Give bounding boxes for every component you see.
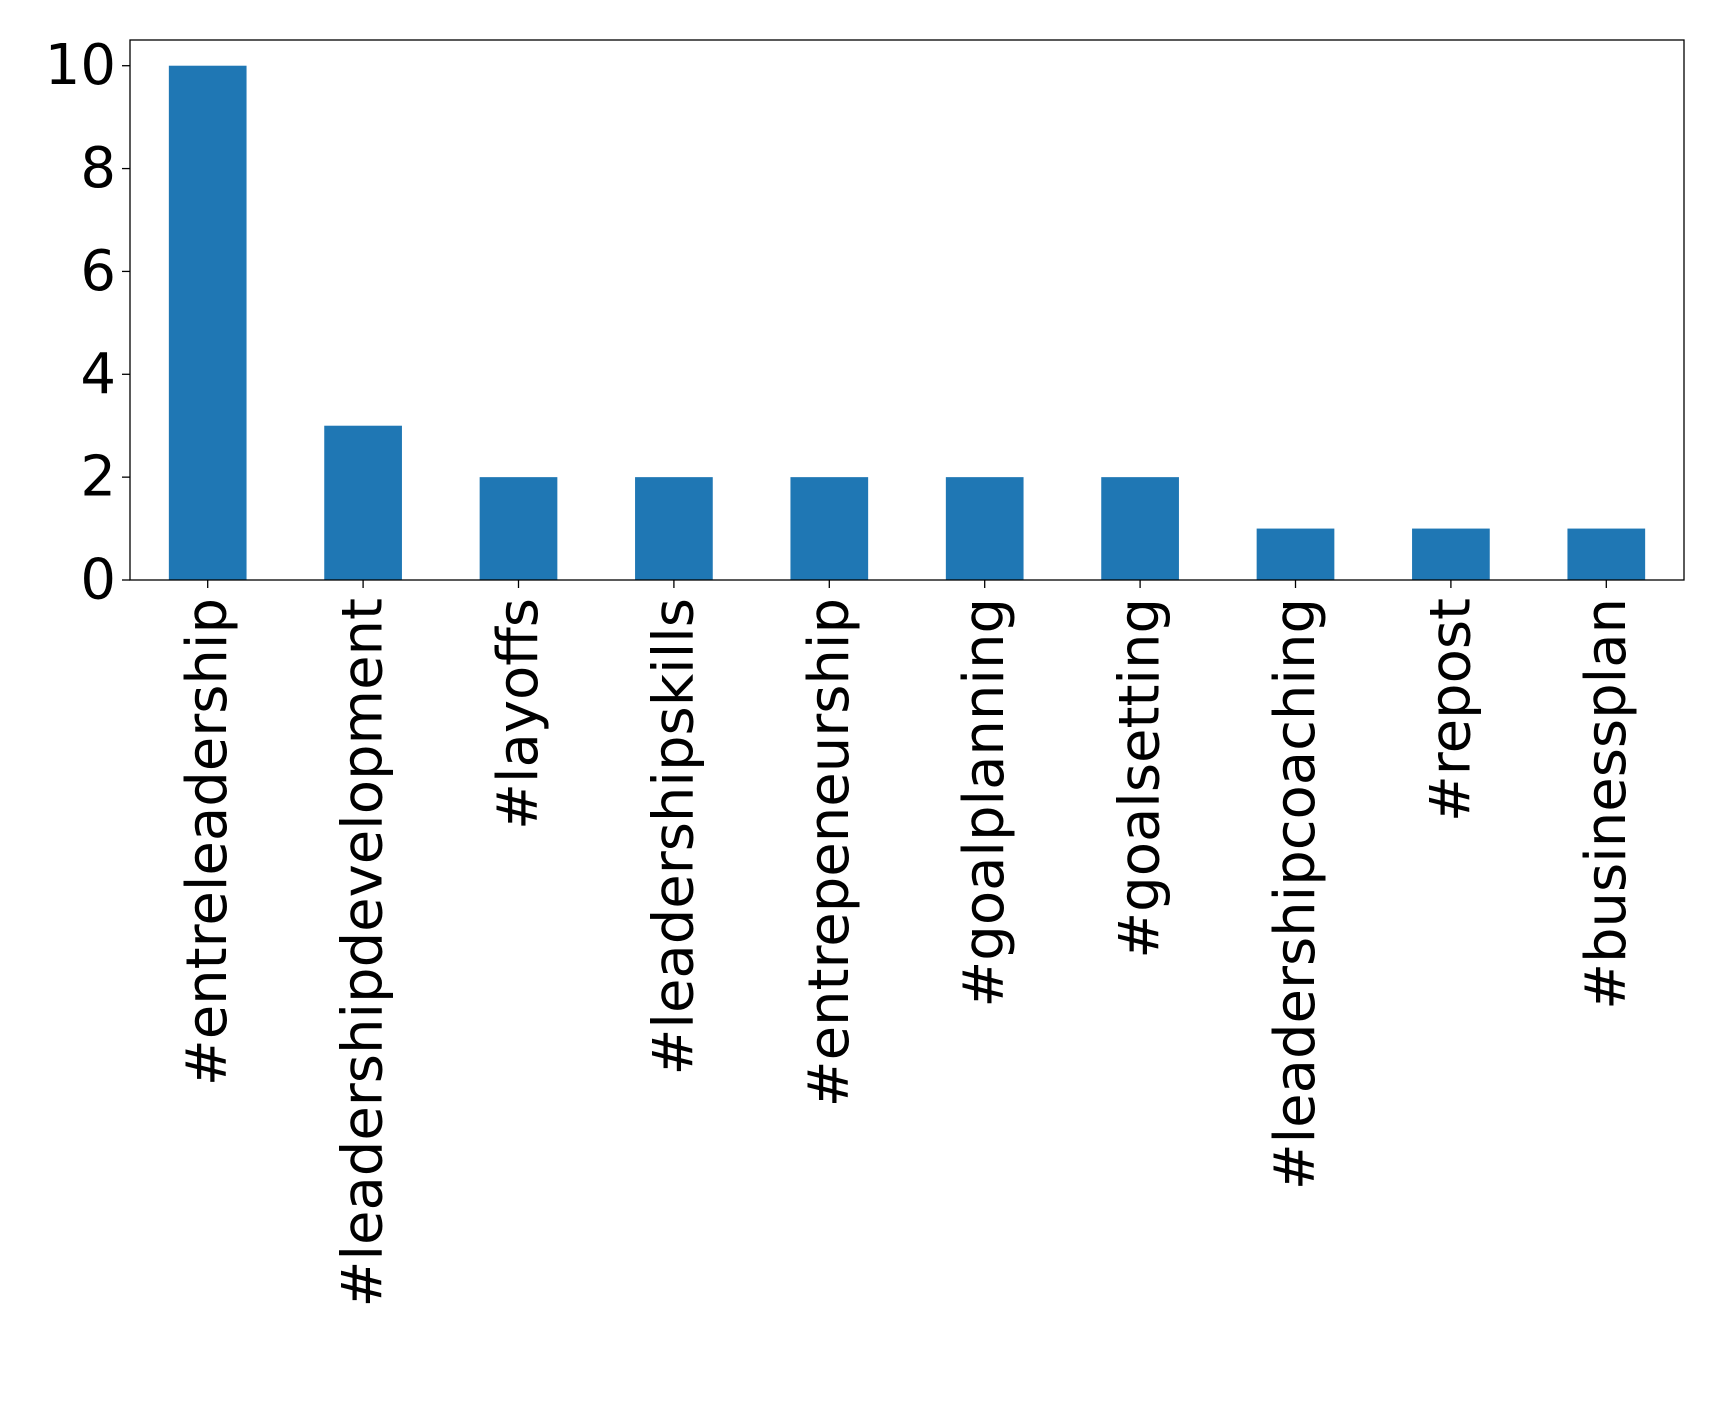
y-tick-label: 4 bbox=[80, 342, 116, 407]
bar-repost bbox=[1412, 528, 1490, 580]
bars-group bbox=[168, 65, 1646, 580]
y-tick-label: 6 bbox=[80, 239, 116, 304]
bar-goalplanning bbox=[945, 477, 1024, 580]
x-tick-label: #repost bbox=[1418, 598, 1483, 822]
bar-leadershipdevelopment bbox=[324, 425, 402, 580]
bar-entreleadership bbox=[168, 65, 247, 580]
x-tick-label: #leadershipcoaching bbox=[1263, 598, 1328, 1190]
y-tick-label: 8 bbox=[80, 136, 116, 201]
y-tick-label: 0 bbox=[80, 548, 116, 613]
x-tick-label: #entrepeneurship bbox=[797, 598, 862, 1107]
bar-businessplan bbox=[1567, 528, 1646, 580]
x-tick-label: #businessplan bbox=[1574, 598, 1639, 1010]
bar-leadershipcoaching bbox=[1256, 528, 1335, 580]
x-axis: #entreleadership #leadershipdevelopment #l… bbox=[175, 580, 1639, 1307]
x-tick-label: #leadershipskills bbox=[641, 598, 706, 1076]
plot-frame bbox=[129, 39, 1685, 581]
x-tick-label: #layoffs bbox=[486, 598, 551, 830]
bar-goalsetting bbox=[1101, 477, 1179, 580]
bar-layoffs bbox=[479, 477, 558, 580]
x-tick-label: #goalplanning bbox=[952, 598, 1017, 1008]
y-tick-label: 2 bbox=[80, 445, 116, 510]
x-tick-label: #goalsetting bbox=[1108, 598, 1173, 959]
x-tick-label: #leadershipdevelopment bbox=[331, 598, 396, 1307]
bar-entrepeneurship bbox=[790, 477, 869, 580]
x-tick-label: #entreleadership bbox=[175, 598, 240, 1086]
bar-leadershipskills bbox=[635, 477, 713, 580]
y-tick-label: 10 bbox=[45, 33, 116, 98]
y-axis: 0 2 4 6 8 10 bbox=[45, 33, 130, 613]
